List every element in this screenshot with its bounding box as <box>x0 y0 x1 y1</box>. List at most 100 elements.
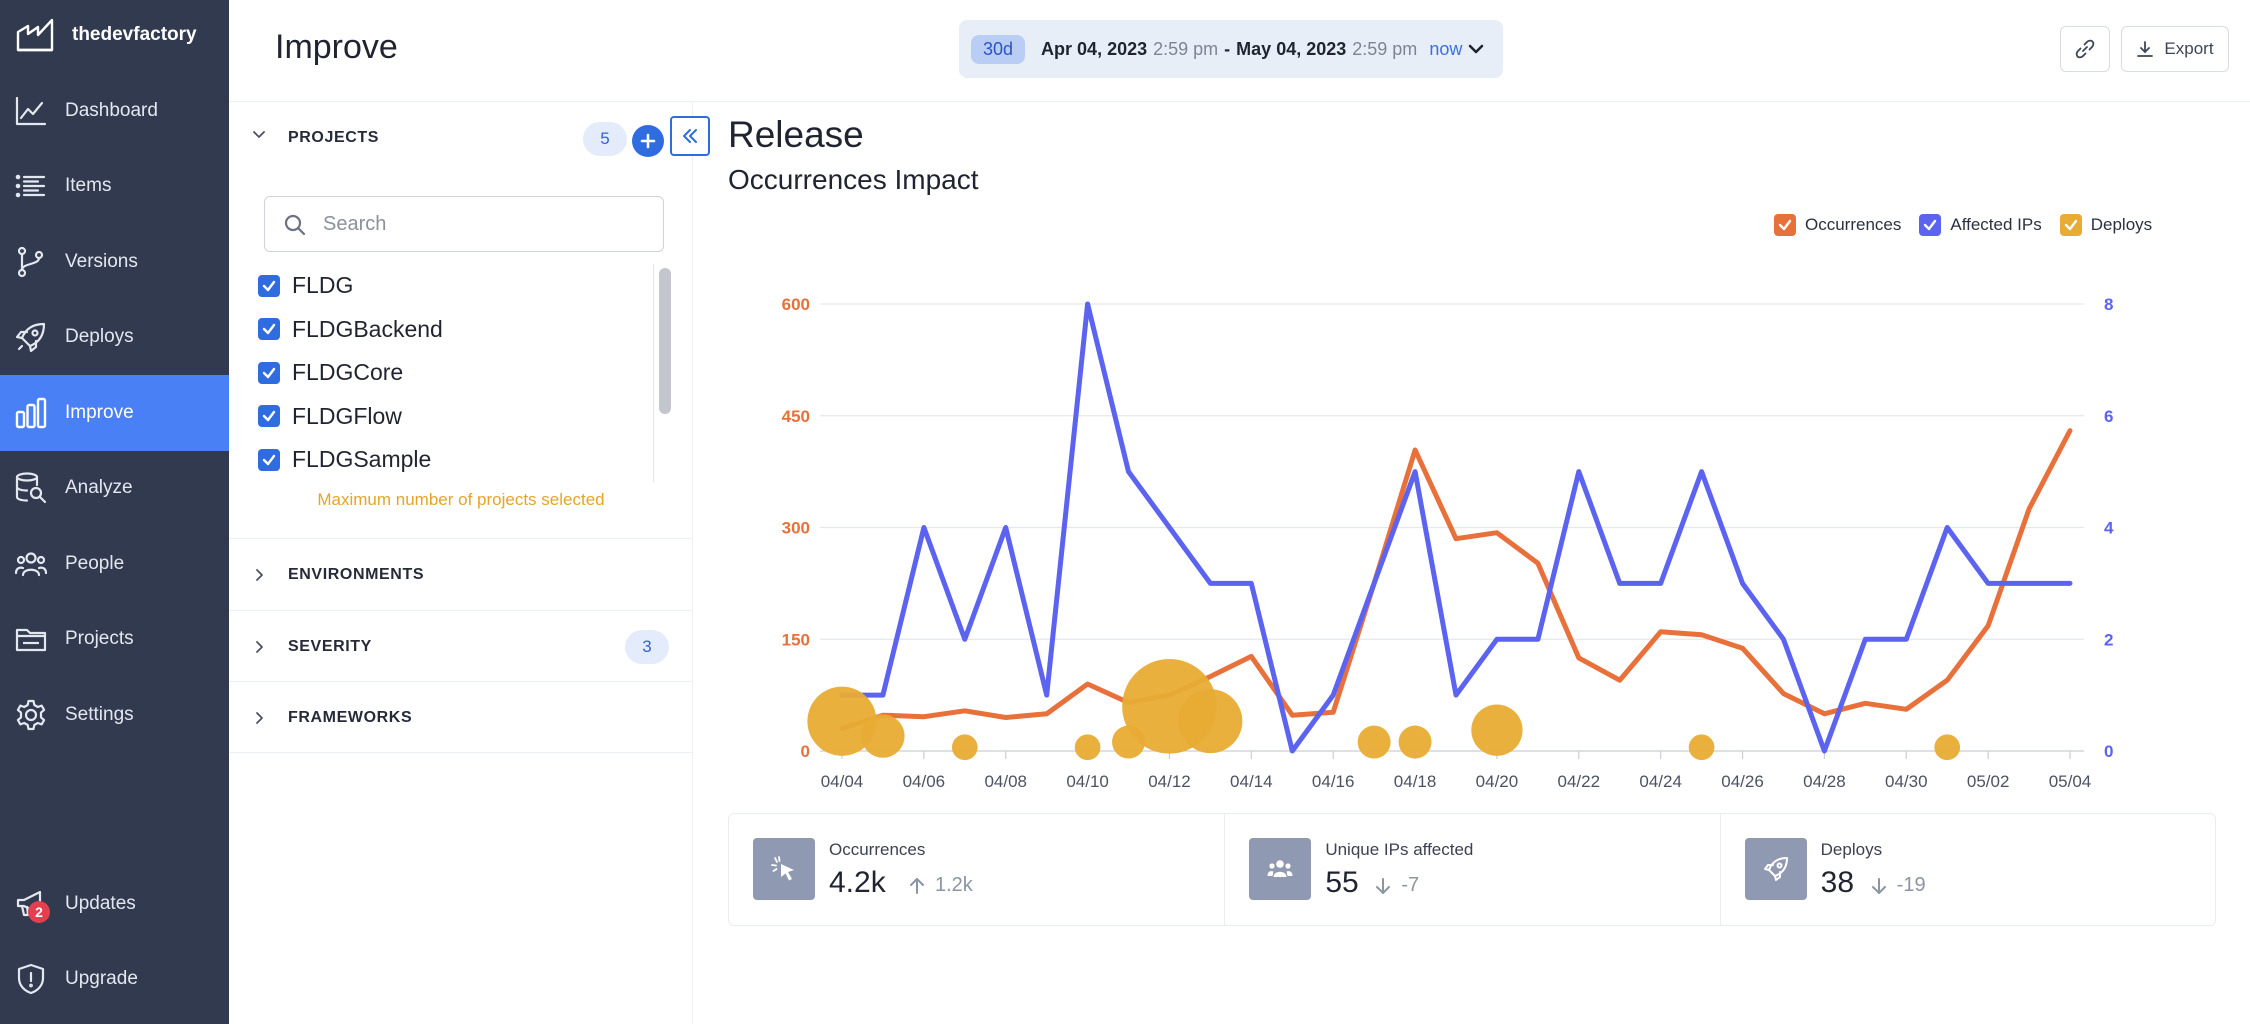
sidebar-item-improve[interactable]: Improve <box>0 375 229 451</box>
sidebar-item-dashboard[interactable]: Dashboard <box>0 73 229 149</box>
project-name: FLDG <box>292 272 354 299</box>
x-tick-label: 05/02 <box>1967 772 2010 791</box>
x-tick-label: 04/28 <box>1803 772 1846 791</box>
export-button[interactable]: Export <box>2121 26 2229 72</box>
copy-link-button[interactable] <box>2060 26 2110 72</box>
projects-section-header[interactable]: PROJECTS 5 <box>229 102 693 174</box>
date-range-preset[interactable]: 30d <box>971 34 1026 64</box>
stat-unique-ips: Unique IPs affected 55 -7 <box>1224 814 1719 925</box>
chart-line-icon <box>15 96 47 125</box>
sidebar-item-label: Items <box>65 175 112 197</box>
sidebar-item-analyze[interactable]: Analyze <box>0 451 229 527</box>
legend-item-occurrences[interactable]: Occurrences <box>1774 214 1901 236</box>
checkbox[interactable] <box>258 405 280 428</box>
date-range-picker[interactable]: 30d Apr 04, 2023 2:59 pm - May 04, 2023 … <box>959 20 1503 78</box>
list-item[interactable]: FLDGCore <box>229 351 666 395</box>
checkbox[interactable] <box>258 448 280 471</box>
legend-checkbox[interactable] <box>1774 214 1796 236</box>
brand[interactable]: thedevfactory <box>14 14 197 56</box>
list-item[interactable]: FLDGBackend <box>229 308 666 352</box>
stat-delta-value: 1.2k <box>935 874 973 896</box>
sidebar-item-label: Dashboard <box>65 99 158 121</box>
project-name: FLDGCore <box>292 359 404 386</box>
deploy-bubble[interactable] <box>1074 734 1101 761</box>
project-search-box[interactable] <box>264 196 664 252</box>
add-project-button[interactable] <box>632 125 664 157</box>
sidebar-item-upgrade[interactable]: Upgrade <box>0 942 229 1018</box>
series-line-affected-ips <box>839 301 2073 754</box>
chevron-down-icon[interactable] <box>1467 40 1485 58</box>
scrollbar-thumb[interactable] <box>659 268 671 414</box>
environments-section-header[interactable]: ENVIRONMENTS <box>229 539 693 611</box>
severity-section-header[interactable]: SEVERITY 3 <box>229 611 693 683</box>
sidebar-item-people[interactable]: People <box>0 526 229 602</box>
project-name: FLDGFlow <box>292 402 402 429</box>
deploy-bubble[interactable] <box>1471 704 1523 756</box>
download-icon <box>2137 41 2154 57</box>
people-icon <box>14 552 48 576</box>
y-right-tick-label: 0 <box>2104 742 2113 761</box>
check-icon <box>262 324 276 335</box>
deploy-bubble[interactable] <box>951 734 978 761</box>
sidebar-item-deploys[interactable]: Deploys <box>0 300 229 376</box>
x-tick-label: 04/08 <box>984 772 1027 791</box>
filter-panel: PROJECTS 5 FLDG FLDGBackend FLDGCore <box>229 102 710 1024</box>
list-item[interactable]: FLDG <box>229 264 666 308</box>
y-right-tick-label: 2 <box>2104 630 2113 649</box>
sidebar-item-items[interactable]: Items <box>0 149 229 225</box>
x-tick-label: 04/16 <box>1312 772 1355 791</box>
scrollbar-track[interactable] <box>653 264 667 482</box>
collapse-panel-button[interactable] <box>670 116 710 156</box>
checkbox[interactable] <box>258 361 280 384</box>
sidebar-item-settings[interactable]: Settings <box>0 677 229 753</box>
check-icon <box>2064 219 2077 231</box>
frameworks-section-label: FRAMEWORKS <box>288 709 413 726</box>
series-line-occurrences <box>839 428 2073 732</box>
date-now-link[interactable]: now <box>1429 38 1463 59</box>
deploy-bubble[interactable] <box>807 686 877 756</box>
x-tick-label: 04/10 <box>1066 772 1109 791</box>
deploy-bubble[interactable] <box>1688 734 1715 761</box>
list-item[interactable]: FLDGSample <box>229 438 666 480</box>
divider <box>229 681 693 682</box>
checkbox[interactable] <box>258 318 280 341</box>
folder-icon <box>15 629 47 652</box>
logo-icon <box>16 18 54 52</box>
legend-item-affected-ips[interactable]: Affected IPs <box>1919 214 2042 236</box>
chart-legend: Occurrences Affected IPs Deploys <box>1774 212 2170 238</box>
check-icon <box>262 411 276 422</box>
deploy-bubble[interactable] <box>1357 725 1391 759</box>
divider <box>229 538 693 539</box>
list-item[interactable]: FLDGFlow <box>229 395 666 439</box>
deploy-bubble[interactable] <box>1398 725 1432 759</box>
x-tick-label: 04/26 <box>1721 772 1764 791</box>
legend-checkbox[interactable] <box>1919 214 1942 236</box>
stat-icon-box <box>1249 838 1312 900</box>
sidebar-item-updates[interactable]: 2 Updates <box>0 866 229 942</box>
y-left-tick-label: 150 <box>782 630 810 649</box>
chevron-down-icon <box>253 131 265 138</box>
sidebar-item-versions[interactable]: Versions <box>0 224 229 300</box>
y-right-tick-label: 8 <box>2104 295 2113 314</box>
deploy-bubble[interactable] <box>861 714 905 758</box>
legend-label: Affected IPs <box>1950 215 2042 234</box>
rocket-icon <box>15 323 46 353</box>
frameworks-section-header[interactable]: FRAMEWORKS <box>229 682 693 754</box>
search-input[interactable] <box>323 212 643 236</box>
arrow-up-icon <box>910 877 924 894</box>
stat-occurrences: Occurrences 4.2k 1.2k <box>729 814 1224 925</box>
shield-icon <box>17 964 45 995</box>
stat-value: 38 <box>1820 866 1855 899</box>
projects-count-badge: 5 <box>583 122 627 156</box>
stat-icon-box <box>753 838 815 900</box>
legend-item-deploys[interactable]: Deploys <box>2059 214 2152 236</box>
legend-checkbox[interactable] <box>2059 214 2082 236</box>
header-divider <box>229 101 2250 102</box>
database-search-icon <box>15 472 47 504</box>
sidebar-item-projects[interactable]: Projects <box>0 602 229 678</box>
deploy-bubble[interactable] <box>1178 689 1243 754</box>
deploy-bubble[interactable] <box>1934 734 1961 761</box>
date-start: Apr 04, 2023 <box>1041 38 1148 59</box>
checkbox[interactable] <box>258 274 280 297</box>
